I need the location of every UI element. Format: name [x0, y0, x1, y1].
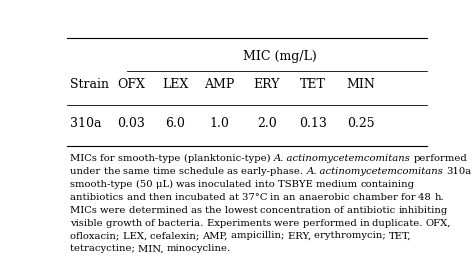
Text: 37°C: 37°C — [242, 193, 270, 202]
Text: containing: containing — [360, 180, 414, 189]
Text: MICs: MICs — [70, 206, 100, 215]
Text: (planktonic-type): (planktonic-type) — [183, 154, 273, 163]
Text: AMP: AMP — [204, 78, 234, 91]
Text: tetracyctine;: tetracyctine; — [70, 244, 138, 253]
Text: same: same — [123, 167, 153, 176]
Text: into: into — [255, 180, 278, 189]
Text: performed: performed — [413, 154, 467, 163]
Text: the: the — [104, 167, 123, 176]
Text: of: of — [146, 219, 158, 228]
Text: 0.25: 0.25 — [346, 117, 374, 130]
Text: then: then — [149, 193, 175, 202]
Text: LEX,: LEX, — [123, 231, 150, 240]
Text: 6.0: 6.0 — [165, 117, 185, 130]
Text: schedule: schedule — [179, 167, 227, 176]
Text: MIC (mg/L): MIC (mg/L) — [243, 50, 317, 63]
Text: an: an — [283, 193, 299, 202]
Text: (50: (50 — [136, 180, 155, 189]
Text: TET,: TET, — [389, 231, 411, 240]
Text: A. actinomycetemcomitans: A. actinomycetemcomitans — [306, 167, 446, 176]
Text: early-phase.: early-phase. — [241, 167, 306, 176]
Text: medium: medium — [316, 180, 360, 189]
Text: 310a: 310a — [446, 167, 472, 176]
Text: inhibiting: inhibiting — [399, 206, 448, 215]
Text: AMP,: AMP, — [202, 231, 231, 240]
Text: μL): μL) — [155, 180, 176, 189]
Text: ofloxacin;: ofloxacin; — [70, 231, 123, 240]
Text: 1.0: 1.0 — [209, 117, 229, 130]
Text: incubated: incubated — [175, 193, 228, 202]
Text: inoculated: inoculated — [199, 180, 255, 189]
Text: 48: 48 — [418, 193, 434, 202]
Text: OFX: OFX — [117, 78, 145, 91]
Text: smooth-type: smooth-type — [70, 180, 136, 189]
Text: cefalexin;: cefalexin; — [150, 231, 202, 240]
Text: under: under — [70, 167, 104, 176]
Text: in: in — [270, 193, 283, 202]
Text: determined: determined — [129, 206, 191, 215]
Text: for: for — [401, 193, 418, 202]
Text: 310a: 310a — [70, 117, 102, 130]
Text: antibiotics: antibiotics — [70, 193, 127, 202]
Text: were: were — [100, 206, 129, 215]
Text: performed: performed — [302, 219, 359, 228]
Text: anaerobic: anaerobic — [299, 193, 353, 202]
Text: in: in — [359, 219, 373, 228]
Text: erythromycin;: erythromycin; — [314, 231, 389, 240]
Text: h.: h. — [434, 193, 444, 202]
Text: antibiotic: antibiotic — [347, 206, 399, 215]
Text: A. actinomycetemcomitans: A. actinomycetemcomitans — [273, 154, 413, 163]
Text: as: as — [191, 206, 205, 215]
Text: LEX: LEX — [162, 78, 188, 91]
Text: bacteria.: bacteria. — [158, 219, 207, 228]
Text: MICs: MICs — [70, 154, 100, 163]
Text: 0.13: 0.13 — [299, 117, 327, 130]
Text: were: were — [274, 219, 302, 228]
Text: Experiments: Experiments — [207, 219, 274, 228]
Text: at: at — [228, 193, 242, 202]
Text: MIN: MIN — [346, 78, 375, 91]
Text: TSBYE: TSBYE — [278, 180, 316, 189]
Text: Strain: Strain — [70, 78, 109, 91]
Text: ampicillin;: ampicillin; — [231, 231, 288, 240]
Text: ERY: ERY — [254, 78, 280, 91]
Text: OFX,: OFX, — [426, 219, 451, 228]
Text: and: and — [127, 193, 149, 202]
Text: visible: visible — [70, 219, 106, 228]
Text: for: for — [100, 154, 118, 163]
Text: growth: growth — [106, 219, 146, 228]
Text: concentration: concentration — [260, 206, 334, 215]
Text: ERY,: ERY, — [288, 231, 314, 240]
Text: duplicate.: duplicate. — [373, 219, 426, 228]
Text: minocycline.: minocycline. — [167, 244, 231, 253]
Text: the: the — [205, 206, 225, 215]
Text: 0.03: 0.03 — [117, 117, 145, 130]
Text: time: time — [153, 167, 179, 176]
Text: chamber: chamber — [353, 193, 401, 202]
Text: smooth-type: smooth-type — [118, 154, 183, 163]
Text: TET: TET — [300, 78, 326, 91]
Text: MIN,: MIN, — [138, 244, 167, 253]
Text: was: was — [176, 180, 199, 189]
Text: lowest: lowest — [225, 206, 260, 215]
Text: 2.0: 2.0 — [257, 117, 277, 130]
Text: as: as — [227, 167, 241, 176]
Text: of: of — [334, 206, 347, 215]
